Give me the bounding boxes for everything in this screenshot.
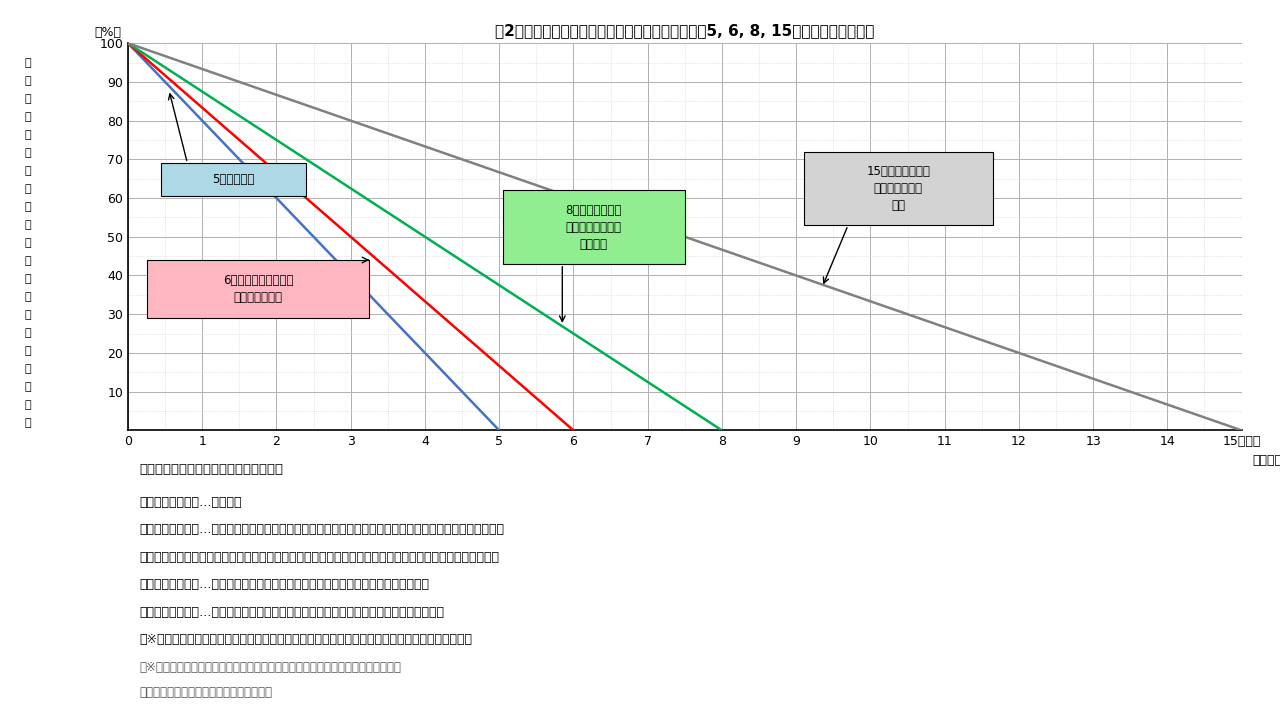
- Text: （: （: [24, 184, 32, 194]
- Text: ※ユニットバス、浴槽、下駄箱等建物に固着して一体不可分なものは当該建物の耐用年数を適用: ※ユニットバス、浴槽、下駄箱等建物に固着して一体不可分なものは当該建物の耐用年数…: [140, 633, 472, 646]
- Text: 耐用年数６年　…　畳床、カーペット、クッションフロア、壁（クロス）、冷暖房用機器（エアコン、ル: 耐用年数６年 … 畳床、カーペット、クッションフロア、壁（クロス）、冷暖房用機器…: [140, 523, 504, 536]
- Text: 義: 義: [24, 274, 32, 284]
- Text: 5年：流し台: 5年：流し台: [212, 174, 255, 186]
- Text: 主: 主: [24, 94, 32, 104]
- Text: 借: 借: [24, 76, 32, 86]
- Text: 合: 合: [24, 166, 32, 176]
- Text: 割: 割: [24, 148, 32, 158]
- Text: 担: 担: [24, 130, 32, 140]
- FancyBboxPatch shape: [161, 163, 306, 196]
- Text: 合: 合: [24, 382, 32, 392]
- Text: あ: あ: [24, 328, 32, 338]
- Text: ）: ）: [24, 400, 32, 410]
- Text: 8年：金属性でな
い家具（書棚、た
んす）等: 8年：金属性でな い家具（書棚、た んす）等: [566, 204, 622, 251]
- Text: 15年：便器、洗面
台等の給排水設
備等: 15年：便器、洗面 台等の給排水設 備等: [867, 165, 931, 212]
- Title: 図2　設備等の経過年数と借主負担割合（耐用年数5, 6, 8, 15年　定額法の場合）: 図2 設備等の経過年数と借主負担割合（耐用年数5, 6, 8, 15年 定額法の…: [495, 23, 874, 38]
- Text: る: る: [24, 346, 32, 356]
- FancyBboxPatch shape: [146, 260, 369, 318]
- Text: 回: 回: [24, 238, 32, 248]
- Text: 経過年数: 経過年数: [1253, 454, 1280, 467]
- Text: が: が: [24, 310, 32, 320]
- Text: 耐用年数８年　…　主として金属製以外の家具（書棚、たんす、戸棚、茶ダンス）: 耐用年数８年 … 主として金属製以外の家具（書棚、たんす、戸棚、茶ダンス）: [140, 578, 429, 591]
- FancyBboxPatch shape: [503, 190, 685, 264]
- Text: （: （: [24, 58, 32, 68]
- Text: ※参考：国土交通省「原状回復をめぐるトラブルとガイドライン（再改訂版）」: ※参考：国土交通省「原状回復をめぐるトラブルとガイドライン（再改訂版）」: [140, 661, 401, 674]
- Text: 耐用年数５年　…　流し台: 耐用年数５年 … 流し台: [140, 496, 242, 509]
- Text: （%）: （%）: [95, 27, 122, 40]
- Text: 6年：カーペット、畳
床やエアコン等: 6年：カーペット、畳 床やエアコン等: [223, 274, 293, 304]
- Text: 原: 原: [24, 202, 32, 212]
- Text: 状: 状: [24, 220, 32, 230]
- Text: ）: ）: [24, 418, 32, 428]
- Text: 場: 場: [24, 364, 32, 374]
- Text: ームクーラー、ストーブ等）、電気冷蔵庫、ガス機器（ガスレンジ）、インターホン: ームクーラー、ストーブ等）、電気冷蔵庫、ガス機器（ガスレンジ）、インターホン: [140, 551, 499, 564]
- Text: 務: 務: [24, 292, 32, 302]
- Text: 復: 復: [24, 256, 32, 266]
- Text: 設備、建具の種類は例示です。: 設備、建具の種類は例示です。: [140, 685, 273, 698]
- FancyBboxPatch shape: [804, 152, 993, 225]
- Text: ＜参考＞　設備、建具等の耐用年数の例: ＜参考＞ 設備、建具等の耐用年数の例: [140, 463, 283, 477]
- Text: 負: 負: [24, 112, 32, 122]
- Text: 耐用年数１５年…　便器、洗面台等の給排水・衛生設備、主として金属製の器具・備品: 耐用年数１５年… 便器、洗面台等の給排水・衛生設備、主として金属製の器具・備品: [140, 606, 444, 618]
